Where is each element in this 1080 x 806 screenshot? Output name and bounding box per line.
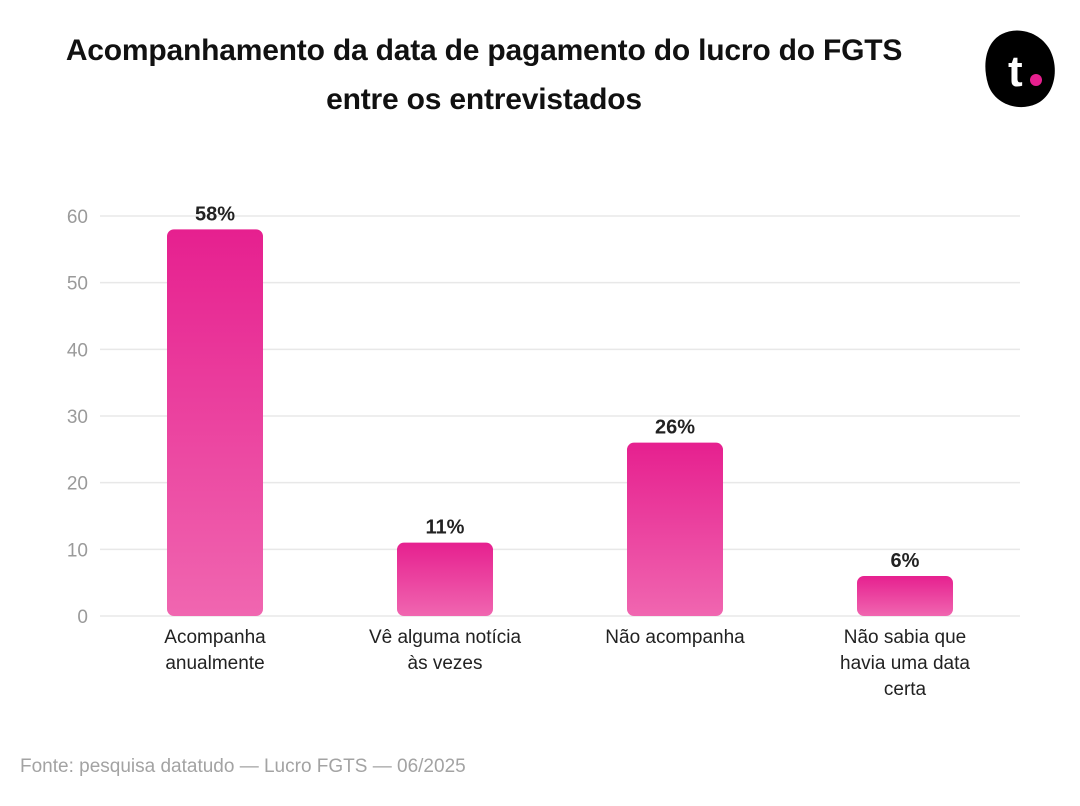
x-category-label: Acompanha anualmente [164,627,266,674]
data-label: 58% [195,203,235,225]
title-line-2: entre os entrevistados [326,83,642,116]
logo-letter: t [1008,47,1023,96]
chart-title: Acompanhamento da data de pagamento do l… [0,26,968,124]
x-category-label: Não acompanha [605,627,745,648]
data-label: 6% [891,550,920,572]
y-tick-label: 60 [67,207,88,228]
data-label: 11% [426,517,465,539]
y-tick-label: 50 [67,274,88,295]
bar [397,542,493,616]
bar [167,229,263,617]
logo-blob-shape [985,30,1055,108]
y-tick-label: 20 [67,474,88,495]
brand-logo: t [985,30,1055,108]
y-tick-label: 10 [67,540,88,561]
title-line-1: Acompanhamento da data de pagamento do l… [65,34,903,67]
x-category-label: Não sabia que havia uma data certa [840,627,970,700]
bar [857,576,953,616]
bar-chart: 0 10 20 30 40 50 60 58% Acompanha anualmente 11% Vê… [67,203,1020,700]
bar [627,442,723,616]
y-tick-label: 30 [67,407,88,428]
y-tick-label: 40 [67,340,88,361]
y-tick-label: 0 [77,607,88,628]
logo-dot [1030,74,1042,86]
x-category-label: Vê alguma notícia às vezes [369,627,522,674]
data-label: 26% [655,417,695,439]
source-note: Fonte: pesquisa datatudo — Lucro FGTS — … [20,756,466,777]
